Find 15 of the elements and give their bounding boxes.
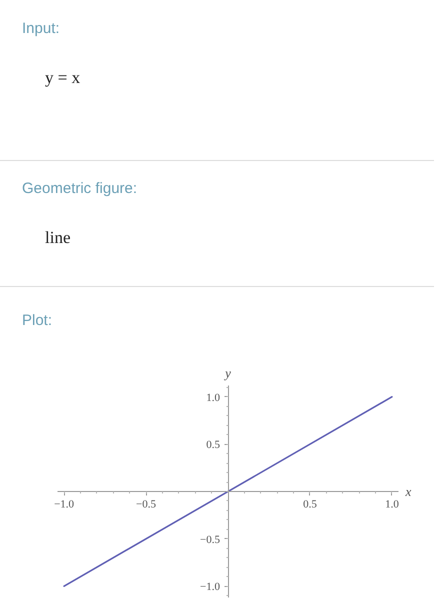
- y-tick-label: 0.5: [206, 439, 220, 452]
- x-axis-title: x: [404, 484, 412, 499]
- text: line: [45, 228, 70, 248]
- y-tick-label: −0.5: [200, 534, 220, 546]
- chart-title: Plot:: [22, 312, 52, 330]
- x-tick-label: −1.0: [54, 498, 75, 510]
- text: Input:: [22, 20, 60, 38]
- y-tick-label: −1.0: [200, 581, 220, 594]
- y-tick-label: 1.0: [206, 392, 220, 404]
- x-tick-label: −0.5: [136, 498, 157, 510]
- y-axis-title: y: [223, 366, 232, 380]
- text: Geometric figure:: [22, 180, 138, 198]
- text: y = x: [45, 68, 80, 88]
- x-tick-label: 0.5: [303, 498, 318, 510]
- x-tick-label: 1.0: [385, 498, 400, 510]
